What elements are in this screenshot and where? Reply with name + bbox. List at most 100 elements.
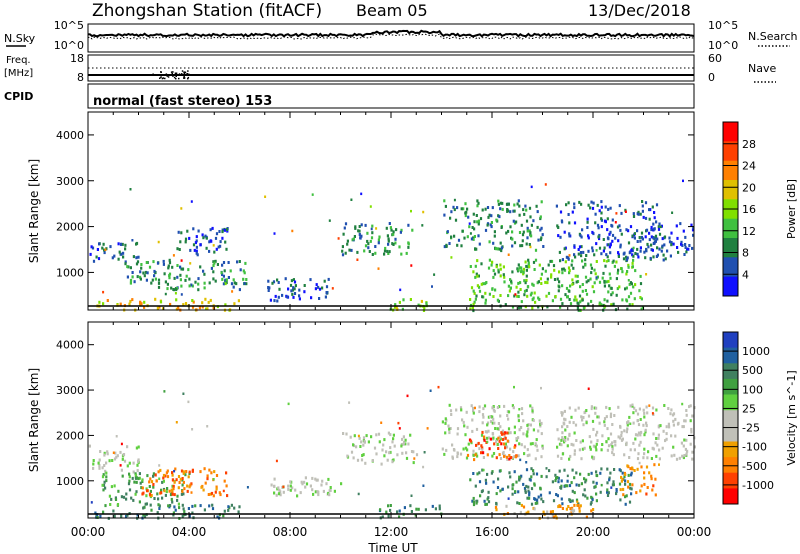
- velocity-cell: [693, 445, 696, 449]
- velocity-cell: [530, 475, 533, 479]
- power-cell: [233, 302, 236, 306]
- velocity-colorbar-tick-label: -1000: [742, 479, 774, 492]
- power-cell: [566, 295, 569, 299]
- velocity-cell: [545, 475, 548, 479]
- power-colorbar-tick-label: 20: [742, 181, 756, 194]
- power-cell: [639, 249, 642, 253]
- power-cell: [600, 211, 603, 215]
- velocity-cell: [577, 504, 580, 507]
- velocity-cell: [611, 451, 614, 455]
- velocity-cell: [181, 489, 184, 493]
- velocity-cell: [527, 510, 530, 514]
- velocity-cell: [665, 425, 668, 429]
- velocity-cell: [639, 489, 642, 493]
- power-cell: [197, 288, 200, 292]
- power-cell: [521, 239, 524, 243]
- velocity-cell: [304, 476, 307, 480]
- power-cell: [554, 295, 557, 298]
- power-cell: [473, 220, 476, 224]
- velocity-cell: [481, 421, 484, 425]
- power-cell: [421, 224, 424, 227]
- velocity-cell: [683, 454, 686, 457]
- velocity-cell: [481, 448, 484, 451]
- power-cell: [547, 263, 550, 267]
- velocity-cell: [143, 505, 146, 509]
- velocity-cell: [158, 464, 161, 467]
- velocity-cell: [682, 456, 685, 460]
- power-cell: [652, 222, 655, 226]
- power-cell: [640, 231, 644, 235]
- power-cell: [550, 259, 554, 263]
- velocity-cell: [686, 449, 689, 453]
- power-cell: [290, 289, 293, 293]
- velocity-cell: [595, 448, 598, 452]
- velocity-cell: [478, 405, 481, 409]
- velocity-cell: [593, 406, 596, 410]
- velocity-cell: [522, 482, 525, 486]
- velocity-cell: [515, 437, 518, 441]
- velocity-cell: [381, 515, 384, 519]
- velocity-cell: [497, 477, 500, 481]
- nave-label: Nave: [748, 62, 776, 75]
- velocity-cell: [487, 490, 490, 494]
- velocity-cell: [186, 489, 189, 493]
- velocity-cell: [461, 418, 464, 422]
- velocity-cell: [691, 414, 694, 418]
- velocity-cell: [524, 490, 527, 494]
- velocity-cell: [624, 482, 627, 486]
- velocity-cell: [652, 484, 655, 488]
- power-colorbar-swatch: [723, 141, 738, 162]
- velocity-cell: [476, 472, 479, 476]
- velocity-cell: [535, 444, 538, 448]
- velocity-cell: [681, 402, 684, 406]
- power-cell: [591, 285, 594, 289]
- power-cell: [224, 278, 227, 282]
- power-cell: [323, 279, 326, 283]
- power-cell: [632, 258, 635, 262]
- power-cell: [539, 277, 542, 281]
- velocity-cell: [524, 489, 527, 493]
- power-cell: [360, 234, 363, 238]
- velocity-cell: [617, 405, 620, 409]
- power-cell: [291, 288, 295, 292]
- velocity-cell: [566, 437, 570, 441]
- power-cell: [517, 263, 520, 267]
- power-cell: [494, 288, 497, 292]
- power-cell: [515, 285, 518, 289]
- power-cell: [227, 261, 230, 264]
- velocity-cell: [629, 467, 632, 471]
- power-cell: [242, 277, 245, 281]
- velocity-cell: [122, 453, 126, 456]
- velocity-cell: [606, 488, 609, 492]
- power-cell: [628, 251, 631, 255]
- power-cell: [591, 230, 594, 234]
- velocity-cell: [622, 487, 625, 491]
- velocity-cell: [209, 492, 212, 496]
- power-cell: [178, 248, 181, 251]
- power-colorbar-tick-label: 16: [742, 203, 756, 216]
- velocity-cell: [642, 408, 645, 412]
- power-cell: [197, 229, 200, 233]
- power-cell: [556, 224, 559, 228]
- velocity-colorbar-tick-label: -100: [742, 441, 767, 454]
- power-cell: [121, 242, 124, 246]
- nsky-right-tick-top: 10^5: [708, 19, 738, 32]
- power-cell: [525, 208, 528, 212]
- power-cell: [321, 286, 324, 290]
- power-cell: [650, 225, 653, 229]
- power-cell: [135, 256, 138, 260]
- freq-dip-mark: [165, 73, 168, 75]
- power-cell: [276, 299, 279, 303]
- power-cell: [509, 286, 512, 290]
- power-cell: [135, 242, 138, 246]
- power-cell: [642, 215, 645, 219]
- velocity-cell: [545, 467, 548, 470]
- power-cell: [157, 240, 160, 244]
- power-cell: [658, 222, 661, 226]
- power-cell: [367, 242, 370, 246]
- power-cell: [163, 272, 166, 276]
- power-cell: [627, 295, 631, 299]
- velocity-cell: [211, 503, 214, 507]
- velocity-cell: [136, 469, 139, 473]
- velocity-cell: [645, 492, 648, 496]
